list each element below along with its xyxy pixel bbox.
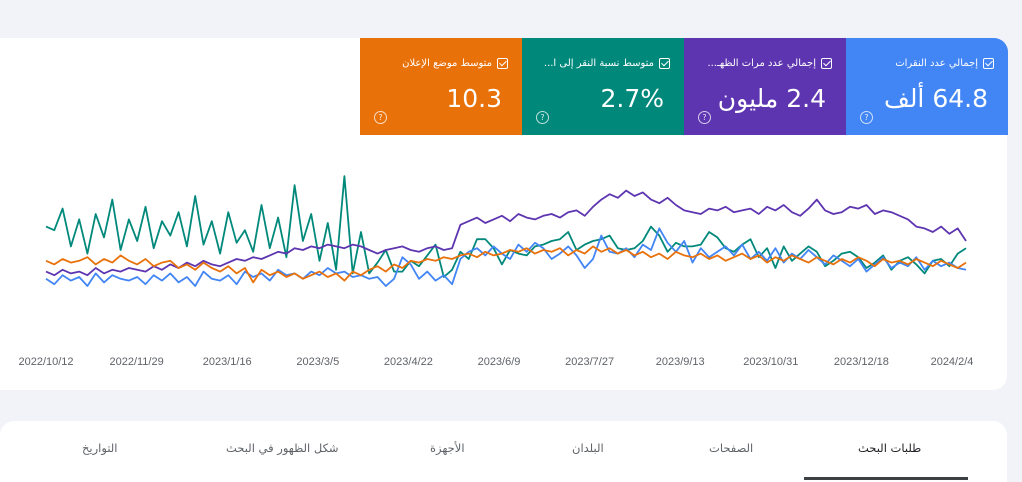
series-line-position: [45, 245, 967, 284]
x-tick-label: 2024/2/4: [931, 356, 974, 368]
tab-queries[interactable]: طلبات البحث: [858, 441, 922, 455]
x-tick-label: 2023/3/5: [296, 356, 339, 368]
metric-ctr-value: 2.7%: [600, 84, 664, 113]
series-line-clicks: [45, 227, 967, 287]
metric-clicks-label: إجمالي عدد النقرات: [895, 58, 978, 69]
metric-impressions-label: إجمالي عدد مرات الظهـ...: [707, 58, 816, 69]
metric-ctr-header: متوسط نسبة النقر إلى ا...: [532, 58, 670, 69]
x-tick-label: 2023/4/22: [384, 356, 433, 368]
tab-countries[interactable]: البلدان: [572, 441, 604, 455]
metric-ctr-label: متوسط نسبة النقر إلى ا...: [543, 58, 654, 69]
x-tick-label: 2023/1/16: [203, 356, 252, 368]
active-tab-indicator: [804, 477, 968, 480]
metric-position-label: متوسط موضع الإعلان: [402, 58, 492, 69]
x-tick-label: 2023/7/27: [565, 356, 614, 368]
metric-impressions-header: إجمالي عدد مرات الظهـ...: [694, 58, 832, 69]
metric-position-header: متوسط موضع الإعلان: [370, 58, 508, 69]
tab-dates[interactable]: التواريخ: [82, 441, 118, 455]
checkbox-checked-icon[interactable]: [497, 58, 508, 69]
checkbox-checked-icon[interactable]: [983, 58, 994, 69]
tab-pages[interactable]: الصفحات: [709, 441, 754, 455]
dimension-tabs: طلبات البحث الصفحات البلدان الأجهزة شكل …: [0, 421, 1007, 482]
tab-search-appearance[interactable]: شكل الظهور في البحث: [226, 441, 339, 455]
metric-position[interactable]: متوسط موضع الإعلان 10.3 ?: [360, 38, 522, 135]
metric-impressions[interactable]: إجمالي عدد مرات الظهـ... 2.4 مليون ?: [684, 38, 846, 135]
checkbox-checked-icon[interactable]: [659, 58, 670, 69]
metric-position-value: 10.3: [446, 84, 502, 113]
performance-line-chart[interactable]: 2022/10/12 2022/11/29 2023/1/16 2023/3/5 202…: [0, 140, 1007, 380]
help-icon[interactable]: ?: [698, 111, 711, 124]
x-tick-label: 2023/12/18: [834, 356, 889, 368]
x-tick-label: 2023/9/13: [656, 356, 705, 368]
series-line-impressions: [45, 189, 967, 277]
x-axis-labels: 2022/10/12 2022/11/29 2023/1/16 2023/3/5 202…: [18, 356, 973, 368]
tab-devices[interactable]: الأجهزة: [430, 441, 465, 455]
help-icon[interactable]: ?: [536, 111, 549, 124]
help-icon[interactable]: ?: [860, 111, 873, 124]
metric-ctr[interactable]: متوسط نسبة النقر إلى ا... 2.7% ?: [522, 38, 684, 135]
metric-clicks-header: إجمالي عدد النقرات: [856, 58, 994, 69]
x-tick-label: 2023/6/9: [478, 356, 521, 368]
metric-clicks-value: 64.8 ألف: [883, 84, 988, 113]
metric-clicks[interactable]: إجمالي عدد النقرات 64.8 ألف ?: [846, 38, 1008, 135]
x-tick-label: 2022/10/12: [18, 356, 73, 368]
checkbox-checked-icon[interactable]: [821, 58, 832, 69]
x-tick-label: 2022/11/29: [109, 356, 163, 368]
series-layer: [45, 175, 967, 287]
metric-impressions-value: 2.4 مليون: [717, 84, 826, 113]
help-icon[interactable]: ?: [374, 111, 387, 124]
x-tick-label: 2023/10/31: [743, 356, 798, 368]
